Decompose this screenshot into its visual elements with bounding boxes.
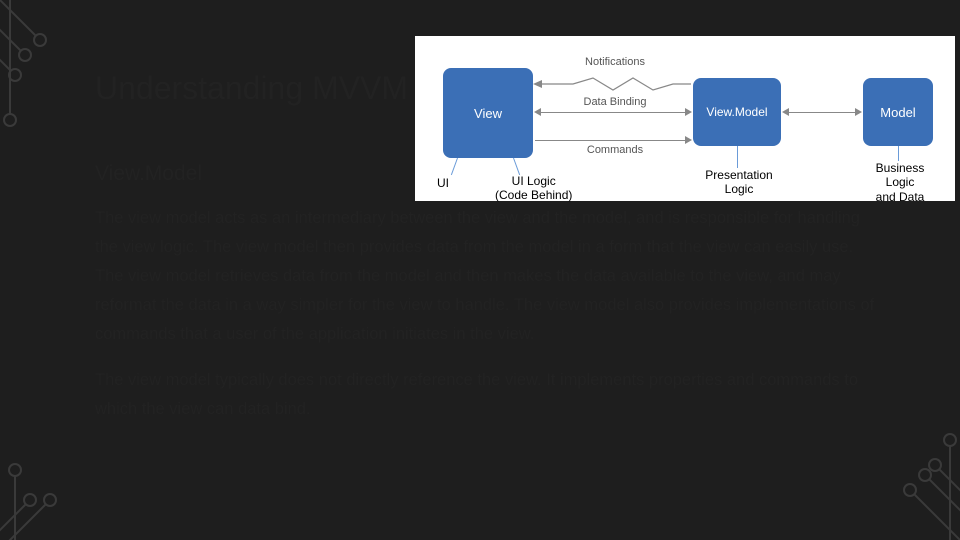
page-title: Understanding MVVM (95, 70, 900, 107)
circuit-decor-left (0, 0, 70, 540)
paragraph-2: The view model typically does not direct… (95, 366, 885, 424)
section-subtitle: View.Model (95, 162, 900, 186)
paragraph-1: The view model acts as an intermediary b… (95, 204, 885, 348)
slide-content: Understanding MVVM View.Model The view m… (95, 70, 900, 424)
label-notifications: Notifications (575, 56, 655, 68)
